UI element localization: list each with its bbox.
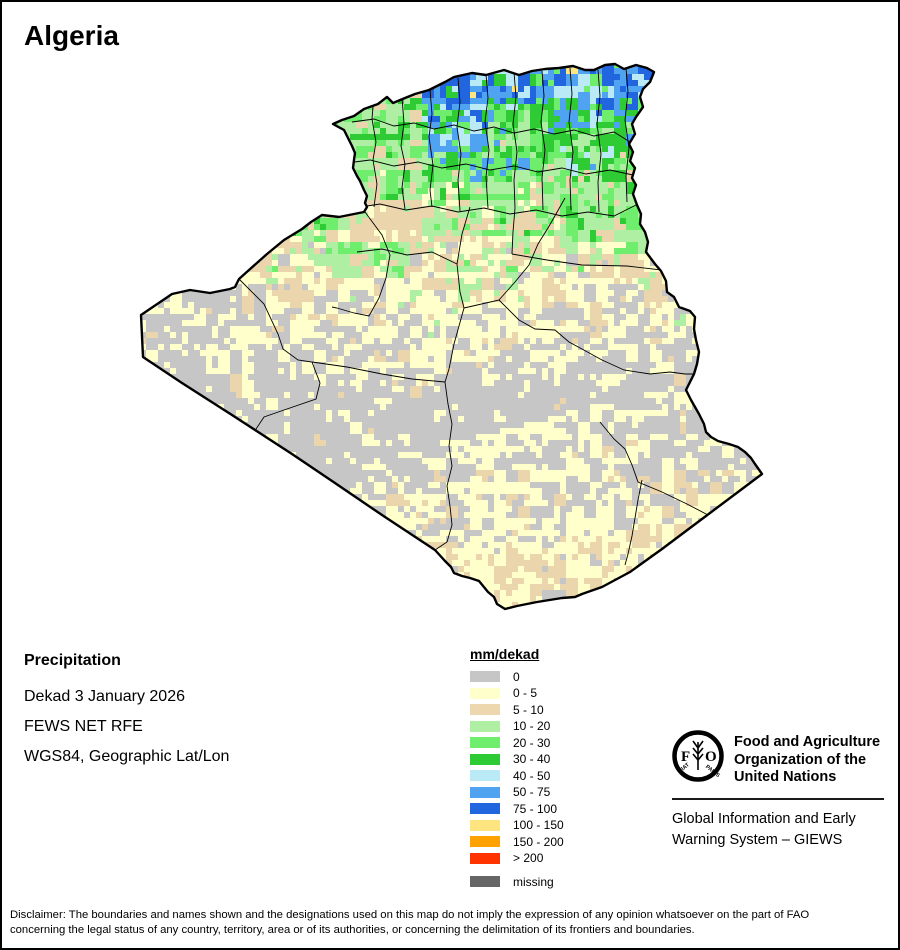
legend-swatch <box>470 770 500 782</box>
legend-label: 30 - 40 <box>513 752 551 767</box>
legend-swatch <box>470 687 500 699</box>
giews-line2: Warning System – GIEWS <box>672 832 843 848</box>
giews-line1: Global Information and Early <box>672 811 856 827</box>
legend-row: 30 - 40 <box>470 752 564 767</box>
legend-row: 40 - 50 <box>470 768 564 783</box>
legend-label: 75 - 100 <box>513 801 558 816</box>
legend-row: missing <box>470 874 564 889</box>
legend-label: 150 - 200 <box>513 834 564 849</box>
disclaimer-line1: Disclaimer: The boundaries and names sho… <box>10 909 810 921</box>
fao-block: F O FIAT PANIS Food and Agriculture Orga… <box>672 730 890 851</box>
legend-row: 20 - 30 <box>470 735 564 750</box>
legend-swatch <box>470 753 500 765</box>
info-source-line: FEWS NET RFE <box>24 718 143 735</box>
legend-row: 75 - 100 <box>470 801 564 816</box>
legend-label: 20 - 30 <box>513 735 551 750</box>
legend-row: > 200 <box>470 851 564 866</box>
legend-row: 10 - 20 <box>470 719 564 734</box>
legend-swatch <box>470 704 500 716</box>
legend-row: 50 - 75 <box>470 785 564 800</box>
legend-label: > 200 <box>513 851 544 866</box>
legend-label: 0 - 5 <box>513 686 538 701</box>
legend-swatch <box>470 720 500 732</box>
legend-label: 0 <box>513 669 520 684</box>
legend-row: 5 - 10 <box>470 702 564 717</box>
fao-logo-icon: F O FIAT PANIS <box>672 730 724 787</box>
info-dekad-line: Dekad 3 January 2026 <box>24 688 185 705</box>
giews-label: Global Information and Early Warning Sys… <box>672 809 890 851</box>
legend-swatch <box>470 803 500 815</box>
fao-wordmark: Food and Agriculture Organization of the… <box>734 730 880 787</box>
legend-swatch <box>470 737 500 749</box>
legend-label: 50 - 75 <box>513 785 551 800</box>
disclaimer-line2: concerning the legal status of any count… <box>10 924 695 936</box>
fao-name-line3: United Nations <box>734 769 837 785</box>
legend-label: 100 - 150 <box>513 818 564 833</box>
map-info-block: Precipitation Dekad 3 January 2026 FEWS … <box>24 652 229 772</box>
legend-row: 0 - 5 <box>470 686 564 701</box>
info-projection-line: WGS84, Geographic Lat/Lon <box>24 748 230 765</box>
legend-row: 150 - 200 <box>470 834 564 849</box>
legend-swatch <box>470 852 500 864</box>
legend-swatch <box>470 876 500 888</box>
legend-label: 5 - 10 <box>513 702 544 717</box>
legend-label: 10 - 20 <box>513 719 551 734</box>
legend-label: missing <box>513 874 554 889</box>
legend-label: 40 - 50 <box>513 768 551 783</box>
page-title: Algeria <box>24 20 119 51</box>
org-divider <box>672 798 884 800</box>
legend-swatch <box>470 836 500 848</box>
fao-name-line2: Organization of the <box>734 751 867 768</box>
disclaimer: Disclaimer: The boundaries and names sho… <box>10 908 896 938</box>
info-heading: Precipitation <box>24 652 121 669</box>
legend-row: 100 - 150 <box>470 818 564 833</box>
legend-swatch <box>470 786 500 798</box>
fao-name-line1: Food and Agriculture <box>734 734 881 750</box>
legend-swatch <box>470 671 500 683</box>
legend-row: 0 <box>470 669 564 684</box>
legend-title: mm/dekad <box>470 646 540 662</box>
legend-swatch <box>470 819 500 831</box>
